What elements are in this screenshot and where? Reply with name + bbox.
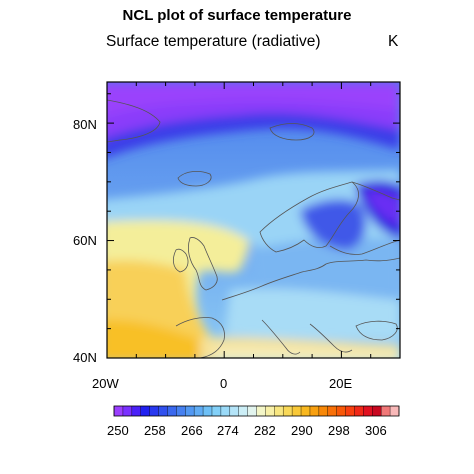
plot-title: NCL plot of surface temperature <box>122 7 352 24</box>
colorbar-swatch <box>354 406 364 416</box>
colorbar-swatch <box>194 406 204 416</box>
lon-label-0: 0 <box>220 376 228 391</box>
colorbar-swatch <box>381 406 391 416</box>
colorbar-swatch <box>309 406 320 416</box>
colorbar-swatch <box>256 406 266 416</box>
colorbar-swatch <box>292 406 302 416</box>
colorbar-label: 266 <box>181 423 203 438</box>
colorbar-label: 298 <box>328 423 350 438</box>
colorbar-swatch <box>336 406 346 416</box>
colorbar-label: 290 <box>291 423 313 438</box>
colorbar-swatch <box>122 406 133 416</box>
colorbar-swatch <box>167 406 177 416</box>
colorbar-label: 258 <box>144 423 166 438</box>
colorbar-swatch <box>265 406 275 416</box>
colorbar-swatch <box>327 406 337 416</box>
colorbar-label: 274 <box>217 423 239 438</box>
axis-ticks <box>106 82 401 359</box>
colorbar-swatch <box>176 406 186 416</box>
lat-label-40n: 40N <box>73 350 97 365</box>
colorbar-swatch <box>114 406 124 416</box>
colorbar-swatch <box>185 406 195 416</box>
colorbar-swatch <box>131 406 142 416</box>
variable-subtitle: Surface temperature (radiative) <box>106 33 321 50</box>
colorbar-swatch <box>274 406 284 416</box>
coastlines <box>107 99 400 358</box>
colorbar-label: 250 <box>107 423 129 438</box>
temperature-field <box>107 82 400 358</box>
colorbar-swatch <box>345 406 355 416</box>
colorbar-swatch <box>140 406 150 416</box>
lat-label-80n: 80N <box>73 117 97 132</box>
colorbar-border <box>113 405 400 417</box>
colorbar-label: 282 <box>254 423 276 438</box>
lat-label-60n: 60N <box>73 233 97 248</box>
colorbar-swatch <box>149 406 159 416</box>
lon-label-20w: 20W <box>92 376 119 391</box>
colorbar-swatch <box>390 406 400 416</box>
colorbar-swatch <box>203 406 213 416</box>
colorbar-swatch <box>229 406 239 416</box>
colorbar-label: 306 <box>365 423 387 438</box>
colorbar-swatch <box>372 406 382 416</box>
colorbar-swatch <box>220 406 231 416</box>
colorbar <box>113 405 400 417</box>
units-label: K <box>388 33 399 50</box>
colorbar-swatch <box>318 406 329 416</box>
lon-label-20e: 20E <box>329 376 353 391</box>
colorbar-swatch <box>301 406 311 416</box>
colorbar-swatch <box>238 406 248 416</box>
colorbar-swatch <box>283 406 293 416</box>
colorbar-swatch <box>211 406 222 416</box>
colorbar-swatch <box>247 406 257 416</box>
colorbar-swatch <box>158 406 168 416</box>
colorbar-swatch <box>363 406 373 416</box>
